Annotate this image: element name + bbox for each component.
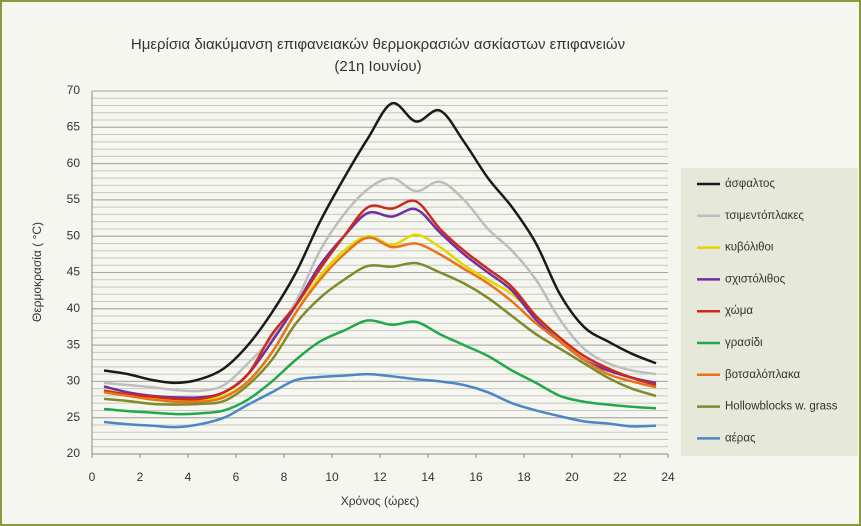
- chart-subtitle: (21η Ιουνίου): [334, 58, 421, 75]
- x-tick-label: 20: [565, 470, 579, 484]
- y-tick-label: 65: [67, 119, 81, 133]
- y-tick-label: 30: [67, 374, 81, 388]
- y-axis-label: Θερμοκρασία ( °C): [30, 222, 44, 322]
- legend-label: γρασίδι: [725, 337, 763, 349]
- series-line: [103, 236, 657, 404]
- y-tick-label: 50: [67, 228, 81, 242]
- series-line: [103, 261, 657, 406]
- y-tick-label: 20: [67, 446, 81, 460]
- x-axis-label: Χρόνος (ώρες): [341, 494, 420, 508]
- series-line: [103, 199, 657, 401]
- x-tick-label: 6: [233, 470, 240, 484]
- series-line: [103, 319, 657, 416]
- y-tick-label: 55: [67, 192, 81, 206]
- y-tick-label: 70: [67, 83, 81, 97]
- y-tick-label: 25: [67, 410, 81, 424]
- x-tick-label: 12: [373, 470, 387, 484]
- x-tick-label: 22: [613, 470, 627, 484]
- y-tick-label: 40: [67, 301, 81, 315]
- x-tick-label: 18: [517, 470, 531, 484]
- legend-label: άσφαλτος: [725, 178, 775, 190]
- x-tick-label: 24: [661, 470, 675, 484]
- y-tick-label: 35: [67, 337, 81, 351]
- y-tick-label: 60: [67, 156, 81, 170]
- chart-title: Ημερίσια διακύμανση επιφανειακών θερμοκρ…: [131, 36, 625, 53]
- legend-label: Hollowblocks w. grass: [725, 401, 838, 413]
- series-line: [103, 176, 657, 393]
- legend-label: αέρας: [725, 432, 756, 444]
- x-tick-label: 4: [185, 470, 192, 484]
- x-tick-label: 8: [281, 470, 288, 484]
- x-tick-label: 16: [469, 470, 483, 484]
- legend-label: βοτσαλόπλακα: [725, 369, 801, 381]
- series-line: [103, 102, 657, 385]
- x-tick-label: 14: [421, 470, 435, 484]
- x-tick-label: 0: [89, 470, 96, 484]
- x-tick-label: 10: [325, 470, 339, 484]
- legend-label: κυβόλιθοι: [725, 242, 774, 254]
- legend-label: τσιμεντόπλακες: [725, 210, 804, 222]
- legend-label: χώμα: [725, 305, 753, 317]
- legend-label: σχιστόλιθος: [725, 273, 786, 285]
- y-tick-label: 45: [67, 265, 81, 279]
- x-tick-label: 2: [137, 470, 144, 484]
- series-line: [103, 372, 657, 429]
